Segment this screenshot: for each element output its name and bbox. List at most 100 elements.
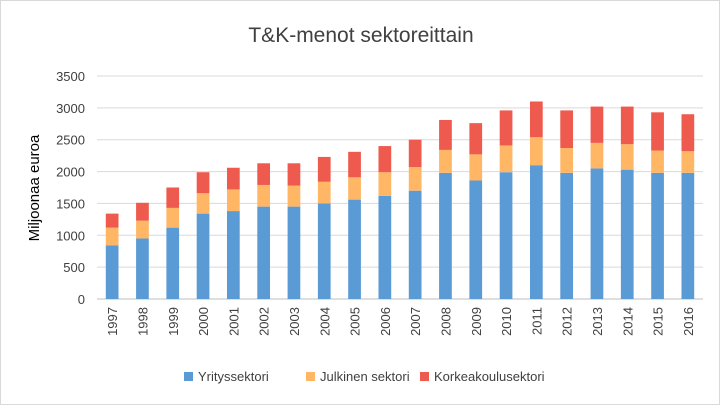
y-tick-label: 0 — [78, 292, 85, 307]
bar-segment — [226, 189, 240, 212]
y-tick-label: 3000 — [56, 101, 85, 116]
bar-segment — [105, 227, 119, 246]
bar-segment — [439, 119, 452, 150]
x-tick-label: 1999 — [166, 307, 181, 336]
bar-segment — [166, 207, 180, 228]
y-tick-labels: 0 500 1000 1500 2000 2500 3000 3500 — [56, 69, 85, 307]
bar-segment — [651, 150, 664, 173]
x-tick-label: 2003 — [287, 307, 302, 336]
bar-segment — [439, 149, 452, 173]
bar-segment — [348, 177, 361, 200]
bar-segment — [560, 147, 574, 173]
x-tick-label: 2002 — [257, 307, 272, 336]
x-tick-label: 2016 — [681, 307, 696, 336]
bar-segment — [560, 172, 574, 299]
legend-swatch — [420, 372, 429, 381]
x-tick-label: 2004 — [317, 307, 332, 336]
legend-entry: Yrityssektori — [198, 369, 269, 384]
bar-segment — [136, 238, 149, 299]
bar-segment — [499, 172, 513, 299]
x-tick-label: 2007 — [408, 307, 423, 336]
bar-segment — [469, 123, 483, 155]
bar-segment — [317, 156, 331, 182]
bar-segment — [469, 154, 483, 181]
legend-swatch — [306, 372, 315, 381]
bar-segment — [287, 163, 301, 186]
bar-segment — [136, 202, 149, 221]
x-tick-label: 2013 — [590, 307, 605, 336]
bar-segment — [287, 206, 301, 299]
x-tick-label: 2010 — [499, 307, 514, 336]
legend-swatch — [184, 372, 193, 381]
x-tick-label: 2012 — [560, 307, 575, 336]
legend-entry: Korkeakoulusektori — [434, 369, 545, 384]
bar-segment — [620, 106, 634, 145]
bar-segment — [681, 151, 695, 173]
bar-segment — [196, 172, 210, 194]
legend-entry: Julkinen sektori — [320, 369, 410, 384]
bar-segment — [378, 195, 392, 299]
y-tick-label: 2000 — [56, 165, 85, 180]
bar-segment — [469, 180, 483, 299]
x-tick-label: 2000 — [196, 307, 211, 336]
x-tick-label: 2014 — [620, 307, 635, 336]
bar-segment — [590, 168, 604, 299]
chart-title: T&K-menot sektoreittain — [248, 24, 473, 47]
bar-segment — [499, 110, 513, 146]
bar-segment — [257, 163, 271, 185]
gridlines — [97, 75, 703, 300]
bar-segment — [226, 167, 240, 190]
bar-segment — [651, 112, 664, 151]
x-tick-label: 2011 — [529, 307, 544, 335]
bar-segment — [226, 211, 240, 299]
x-tick-label: 2009 — [469, 307, 484, 336]
bar-segment — [257, 206, 271, 299]
bar-segment — [529, 101, 543, 138]
bar-segment — [317, 181, 331, 204]
bar-segment — [287, 185, 301, 207]
bar-segment — [529, 165, 543, 299]
x-tick-label: 1998 — [135, 307, 150, 336]
bar-segment — [257, 184, 271, 207]
x-tick-label: 1997 — [105, 307, 120, 336]
bar-segment — [348, 151, 361, 178]
bars — [105, 101, 695, 299]
bar-segment — [166, 187, 180, 208]
y-axis-label: Miljoonaa euroa — [26, 134, 43, 241]
x-tick-label: 2005 — [348, 307, 363, 336]
y-tick-label: 1000 — [56, 228, 85, 243]
y-tick-label: 3500 — [56, 69, 85, 84]
bar-segment — [105, 213, 119, 228]
bar-segment — [620, 144, 634, 170]
bar-segment — [136, 220, 149, 239]
bar-segment — [105, 245, 119, 299]
x-tick-label: 2015 — [651, 307, 666, 336]
bar-segment — [196, 213, 210, 299]
y-tick-label: 500 — [63, 260, 85, 275]
bar-segment — [166, 227, 180, 299]
x-tick-label: 2001 — [226, 307, 241, 336]
bar-segment — [681, 114, 695, 152]
bar-segment — [439, 172, 452, 299]
bar-segment — [378, 172, 392, 196]
bar-segment — [317, 203, 331, 299]
y-tick-label: 1500 — [56, 196, 85, 211]
x-tick-labels: 1997 1998 1999 2000 2001 2002 2003 2004 2005 2006… — [105, 307, 696, 336]
bar-segment — [408, 167, 422, 191]
bar-segment — [590, 106, 604, 143]
bar-segment — [529, 137, 543, 166]
y-tick-label: 2500 — [56, 133, 85, 148]
bar-segment — [348, 199, 361, 299]
bar-segment — [499, 145, 513, 173]
bar-segment — [590, 142, 604, 169]
legend: Yrityssektori Julkinen sektori Korkeakoulu… — [184, 369, 545, 384]
bar-segment — [620, 169, 634, 299]
bar-segment — [408, 190, 422, 299]
bar-segment — [681, 172, 695, 299]
bar-segment — [560, 110, 574, 148]
bar-segment — [196, 193, 210, 214]
bar-segment — [651, 172, 664, 299]
x-tick-label: 2008 — [438, 307, 453, 336]
